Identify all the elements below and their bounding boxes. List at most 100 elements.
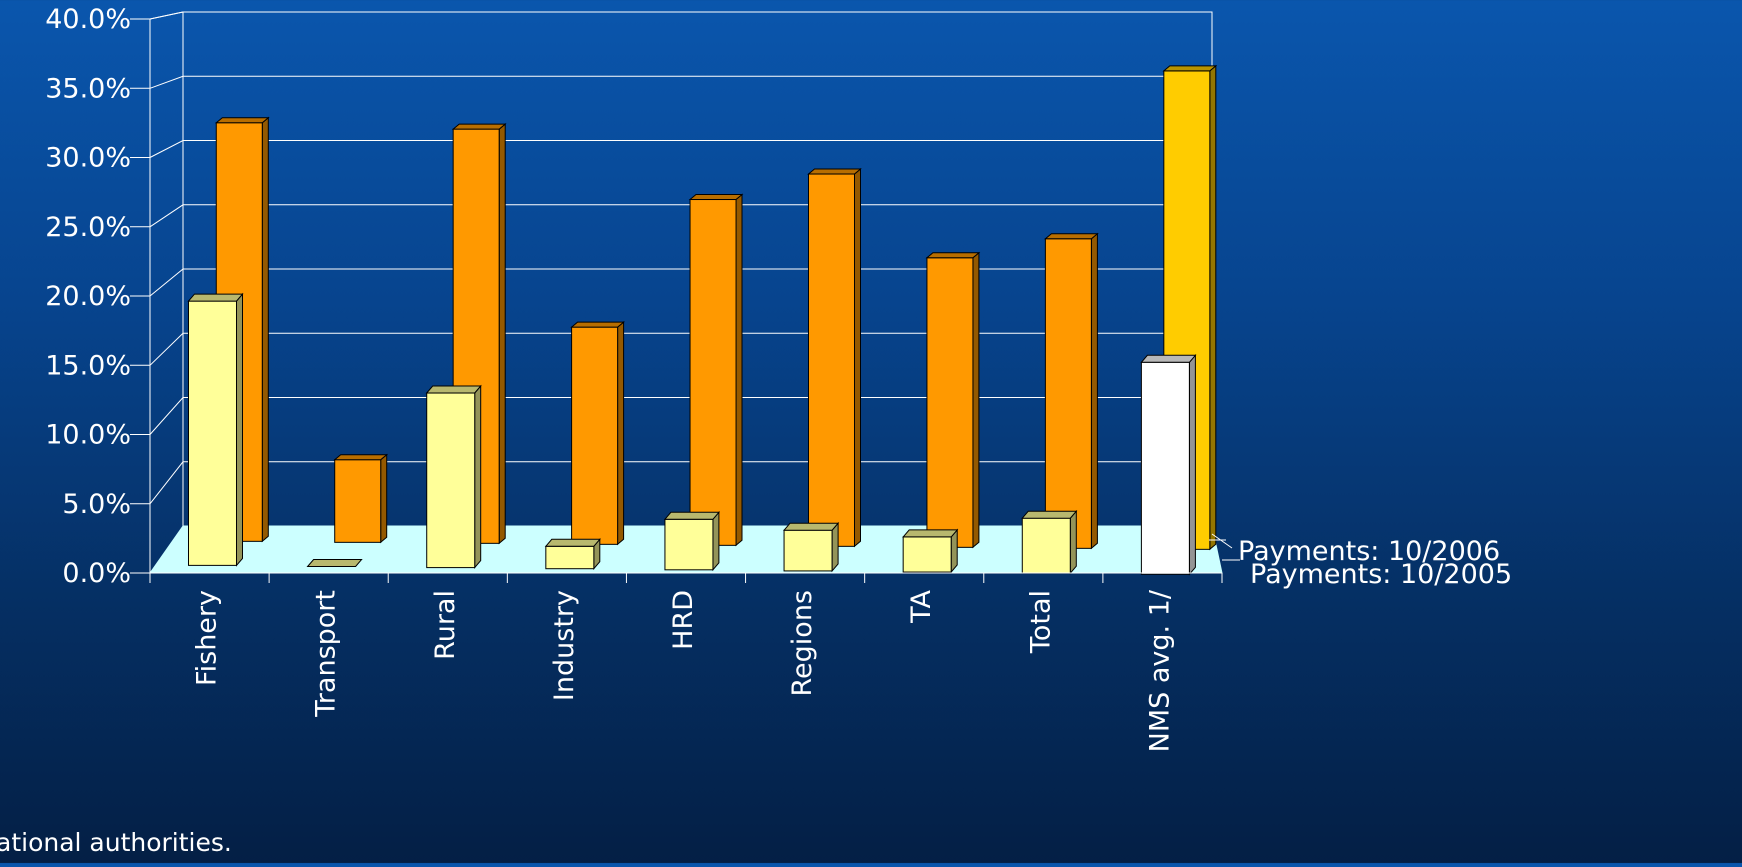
bar-face	[807, 173, 855, 547]
bar-payments-10-2005-total	[1021, 509, 1078, 575]
series-label-payments-10-2005: Payments: 10/2005	[1250, 559, 1512, 590]
bar-payments-10-2005-transport	[306, 559, 363, 567]
bar-side	[1188, 353, 1196, 576]
bar-face	[1044, 238, 1092, 549]
bar-side	[712, 510, 720, 572]
bar-side	[831, 521, 839, 573]
bar-face	[426, 392, 476, 569]
y-tick-label: 20.0%	[45, 281, 131, 312]
bar-top	[1044, 233, 1099, 240]
y-tick-label: 0.0%	[62, 558, 131, 589]
bar-payments-10-2005-nms-avg-1	[1140, 353, 1197, 576]
bar-top	[306, 559, 363, 567]
gridline	[149, 11, 1212, 20]
bar-face	[664, 518, 714, 571]
bar-top	[688, 194, 744, 200]
category-label-hrd: HRD	[668, 590, 699, 650]
gridline	[149, 75, 1212, 89]
gridline	[149, 397, 1212, 435]
bar-face	[187, 300, 237, 566]
bar-side	[617, 321, 625, 546]
category-label-regions: Regions	[787, 590, 818, 697]
bar-face	[926, 257, 974, 548]
bar-side	[1069, 509, 1077, 575]
source-note: ational authorities.	[0, 828, 232, 857]
y-tick-label: 30.0%	[45, 143, 131, 174]
bar-face	[571, 326, 619, 545]
bar-top	[902, 529, 959, 538]
gridline	[149, 204, 1212, 228]
category-label-industry: Industry	[549, 590, 580, 701]
bar-face	[902, 536, 952, 573]
y-tick-label: 10.0%	[45, 420, 131, 451]
category-label-ta: TA	[906, 589, 937, 623]
category-label-fishery: Fishery	[192, 590, 223, 686]
series-back-bars	[214, 64, 1218, 551]
bar-payments-10-2005-regions	[783, 521, 840, 573]
bar-top	[1140, 354, 1197, 363]
depth-axis-line	[1211, 533, 1233, 549]
category-label-rural: Rural	[430, 590, 461, 660]
bar-side	[1090, 232, 1098, 550]
axis-labels: 0.0% 5.0% 10.0% 15.0% 20.0% 25.0% 30.0% 35.0% 40…	[45, 4, 1175, 752]
y-tick-label: 15.0%	[45, 350, 131, 381]
gridline	[149, 140, 1212, 158]
bar-side	[236, 292, 243, 567]
bar-payments-10-2005-ta	[902, 528, 959, 574]
bar-side	[1209, 64, 1217, 551]
bar-payments-10-2005-industry	[544, 537, 601, 571]
bar-top	[1162, 65, 1218, 72]
bar-top	[1021, 510, 1078, 519]
bar-top	[333, 454, 389, 461]
bar-top	[187, 293, 244, 302]
bar-payments-10-2006-hrd	[688, 193, 744, 547]
bar-side	[380, 453, 388, 544]
y-tick-label: 40.0%	[45, 4, 131, 35]
bar-top	[570, 321, 625, 328]
gridlines	[149, 11, 1212, 505]
bar-top	[925, 252, 981, 259]
series-label-payments-10-2006: Payments: 10/2006	[1238, 536, 1500, 567]
bar-face	[545, 545, 595, 570]
bar-top	[807, 168, 862, 175]
bar-payments-10-2005-hrd	[663, 510, 720, 572]
bar-side	[972, 251, 980, 549]
series-front-bars	[187, 292, 1197, 576]
bar-side	[474, 384, 482, 569]
bar-payments-10-2006-industry	[570, 321, 625, 546]
bar-face	[1140, 361, 1190, 575]
bar-payments-10-2005-fishery	[187, 292, 244, 567]
bar-top	[425, 385, 482, 394]
bar-top	[783, 522, 840, 531]
bar-side	[261, 116, 269, 543]
bar-payments-10-2005-rural	[425, 384, 482, 569]
bar-payments-10-2006-total	[1044, 232, 1099, 550]
bar-top	[451, 123, 507, 130]
y-tick-label: 5.0%	[62, 489, 131, 520]
category-label-nms-avg-1: NMS avg. 1/	[1144, 589, 1175, 752]
bar-face	[689, 199, 737, 546]
gridline	[149, 268, 1212, 297]
bar-payments-10-2006-regions	[807, 167, 862, 548]
bar-top	[214, 117, 270, 124]
bar-side	[735, 193, 743, 547]
category-label-total: Total	[1025, 590, 1056, 654]
bar-face	[783, 529, 833, 572]
y-tick-label: 25.0%	[45, 212, 131, 243]
gridline	[149, 332, 1212, 366]
y-tick-label: 35.0%	[45, 73, 131, 104]
axes	[130, 18, 1240, 583]
gridline	[149, 461, 1212, 505]
bar-face	[334, 459, 382, 543]
bar-payments-10-2006-transport	[333, 453, 389, 544]
bar-side	[498, 123, 506, 545]
bar-payments-10-2006-ta	[925, 251, 981, 549]
bar-top	[663, 511, 720, 520]
category-label-transport: Transport	[311, 590, 342, 718]
bar-side	[854, 167, 861, 548]
bar-face	[1021, 517, 1071, 574]
bar-top	[544, 538, 601, 547]
